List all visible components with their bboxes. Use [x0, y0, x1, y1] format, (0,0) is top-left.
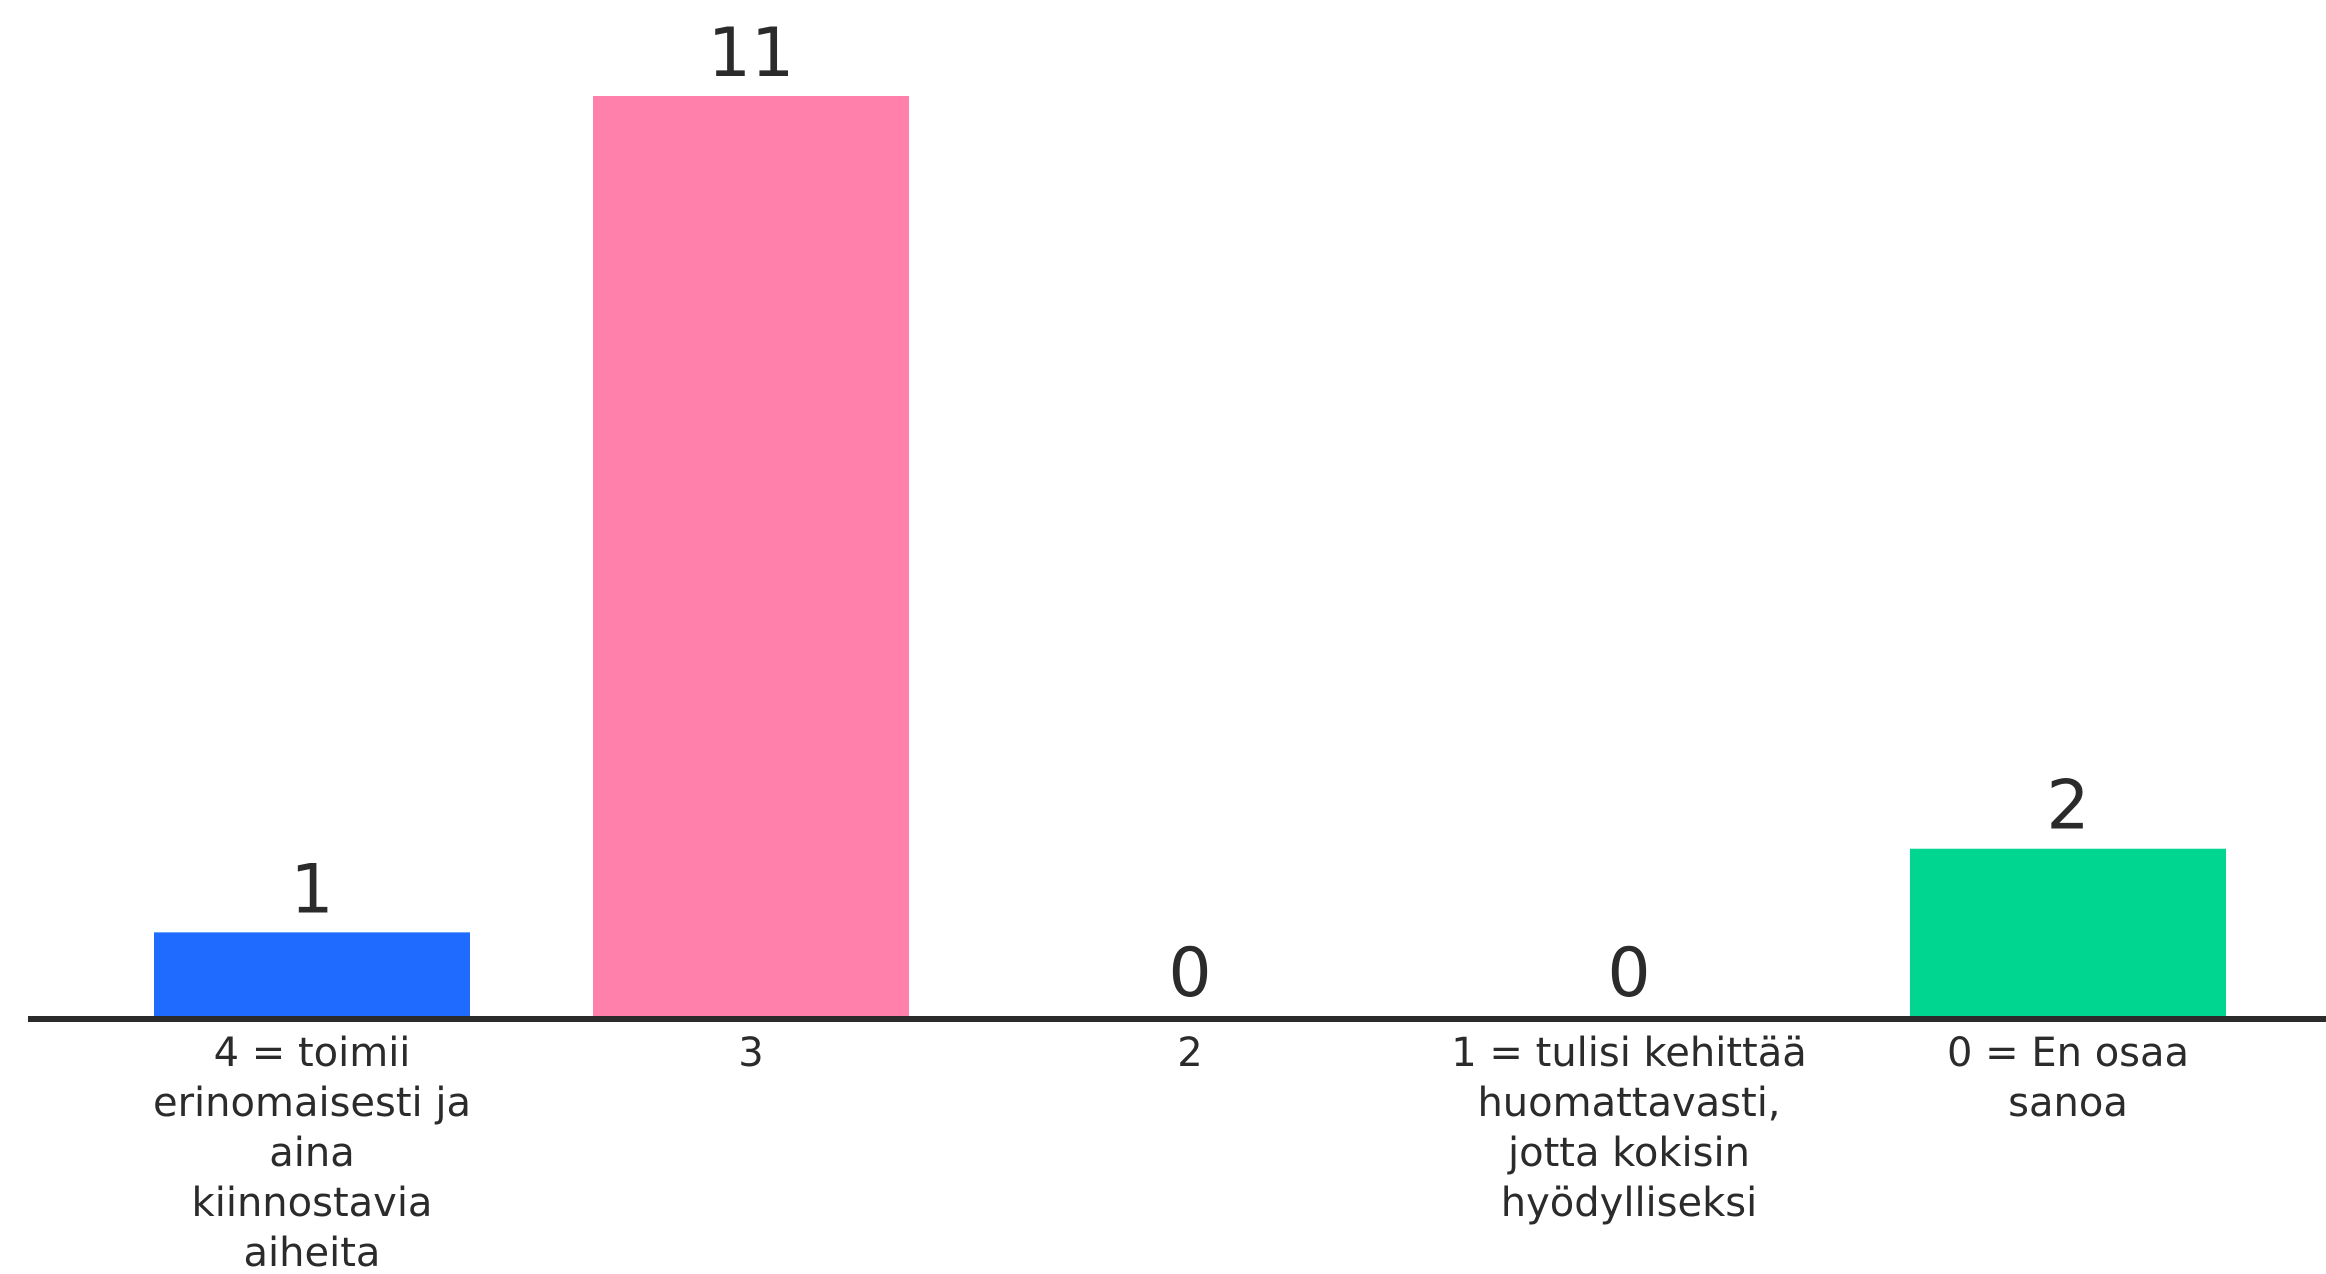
- bar-2: [593, 96, 909, 1016]
- bar-5: [1910, 848, 2226, 1016]
- category-label-5: 0 = En osaa sanoa: [1947, 1030, 2189, 1126]
- value-label-5: 2: [2046, 767, 2089, 846]
- category-label-line: aina: [269, 1130, 355, 1176]
- category-label-1: 4 = toimii erinomaisesti ja aina kiinnostav…: [153, 1030, 471, 1274]
- category-label-line: aiheita: [244, 1230, 381, 1274]
- value-label-3: 0: [1168, 934, 1211, 1013]
- category-label-2: 3: [738, 1030, 763, 1076]
- category-label-line: 0 = En osaa: [1947, 1030, 2189, 1076]
- value-label-1: 1: [290, 850, 333, 929]
- category-label-line: 3: [738, 1030, 763, 1076]
- category-label-line: sanoa: [2008, 1080, 2128, 1126]
- category-label-line: 4 = toimii: [214, 1030, 411, 1076]
- value-label-4: 0: [1607, 934, 1650, 1013]
- bar-1: [154, 932, 470, 1016]
- category-label-line: hyödylliseksi: [1501, 1180, 1757, 1226]
- category-label-line: kiinnostavia: [192, 1180, 433, 1226]
- value-label-2: 11: [708, 14, 795, 93]
- category-label-3: 2: [1177, 1030, 1202, 1076]
- category-label-line: jotta kokisin: [1507, 1130, 1750, 1176]
- category-label-line: 2: [1177, 1030, 1202, 1076]
- category-label-line: erinomaisesti ja: [153, 1080, 471, 1126]
- category-label-line: 1 = tulisi kehittää: [1451, 1030, 1807, 1076]
- category-labels-group: 4 = toimii erinomaisesti ja aina kiinnostav…: [153, 1030, 2189, 1274]
- bars-group: [154, 96, 2226, 1016]
- category-label-line: huomattavasti,: [1477, 1080, 1780, 1126]
- category-label-4: 1 = tulisi kehittää huomattavasti, jotta k…: [1451, 1030, 1807, 1226]
